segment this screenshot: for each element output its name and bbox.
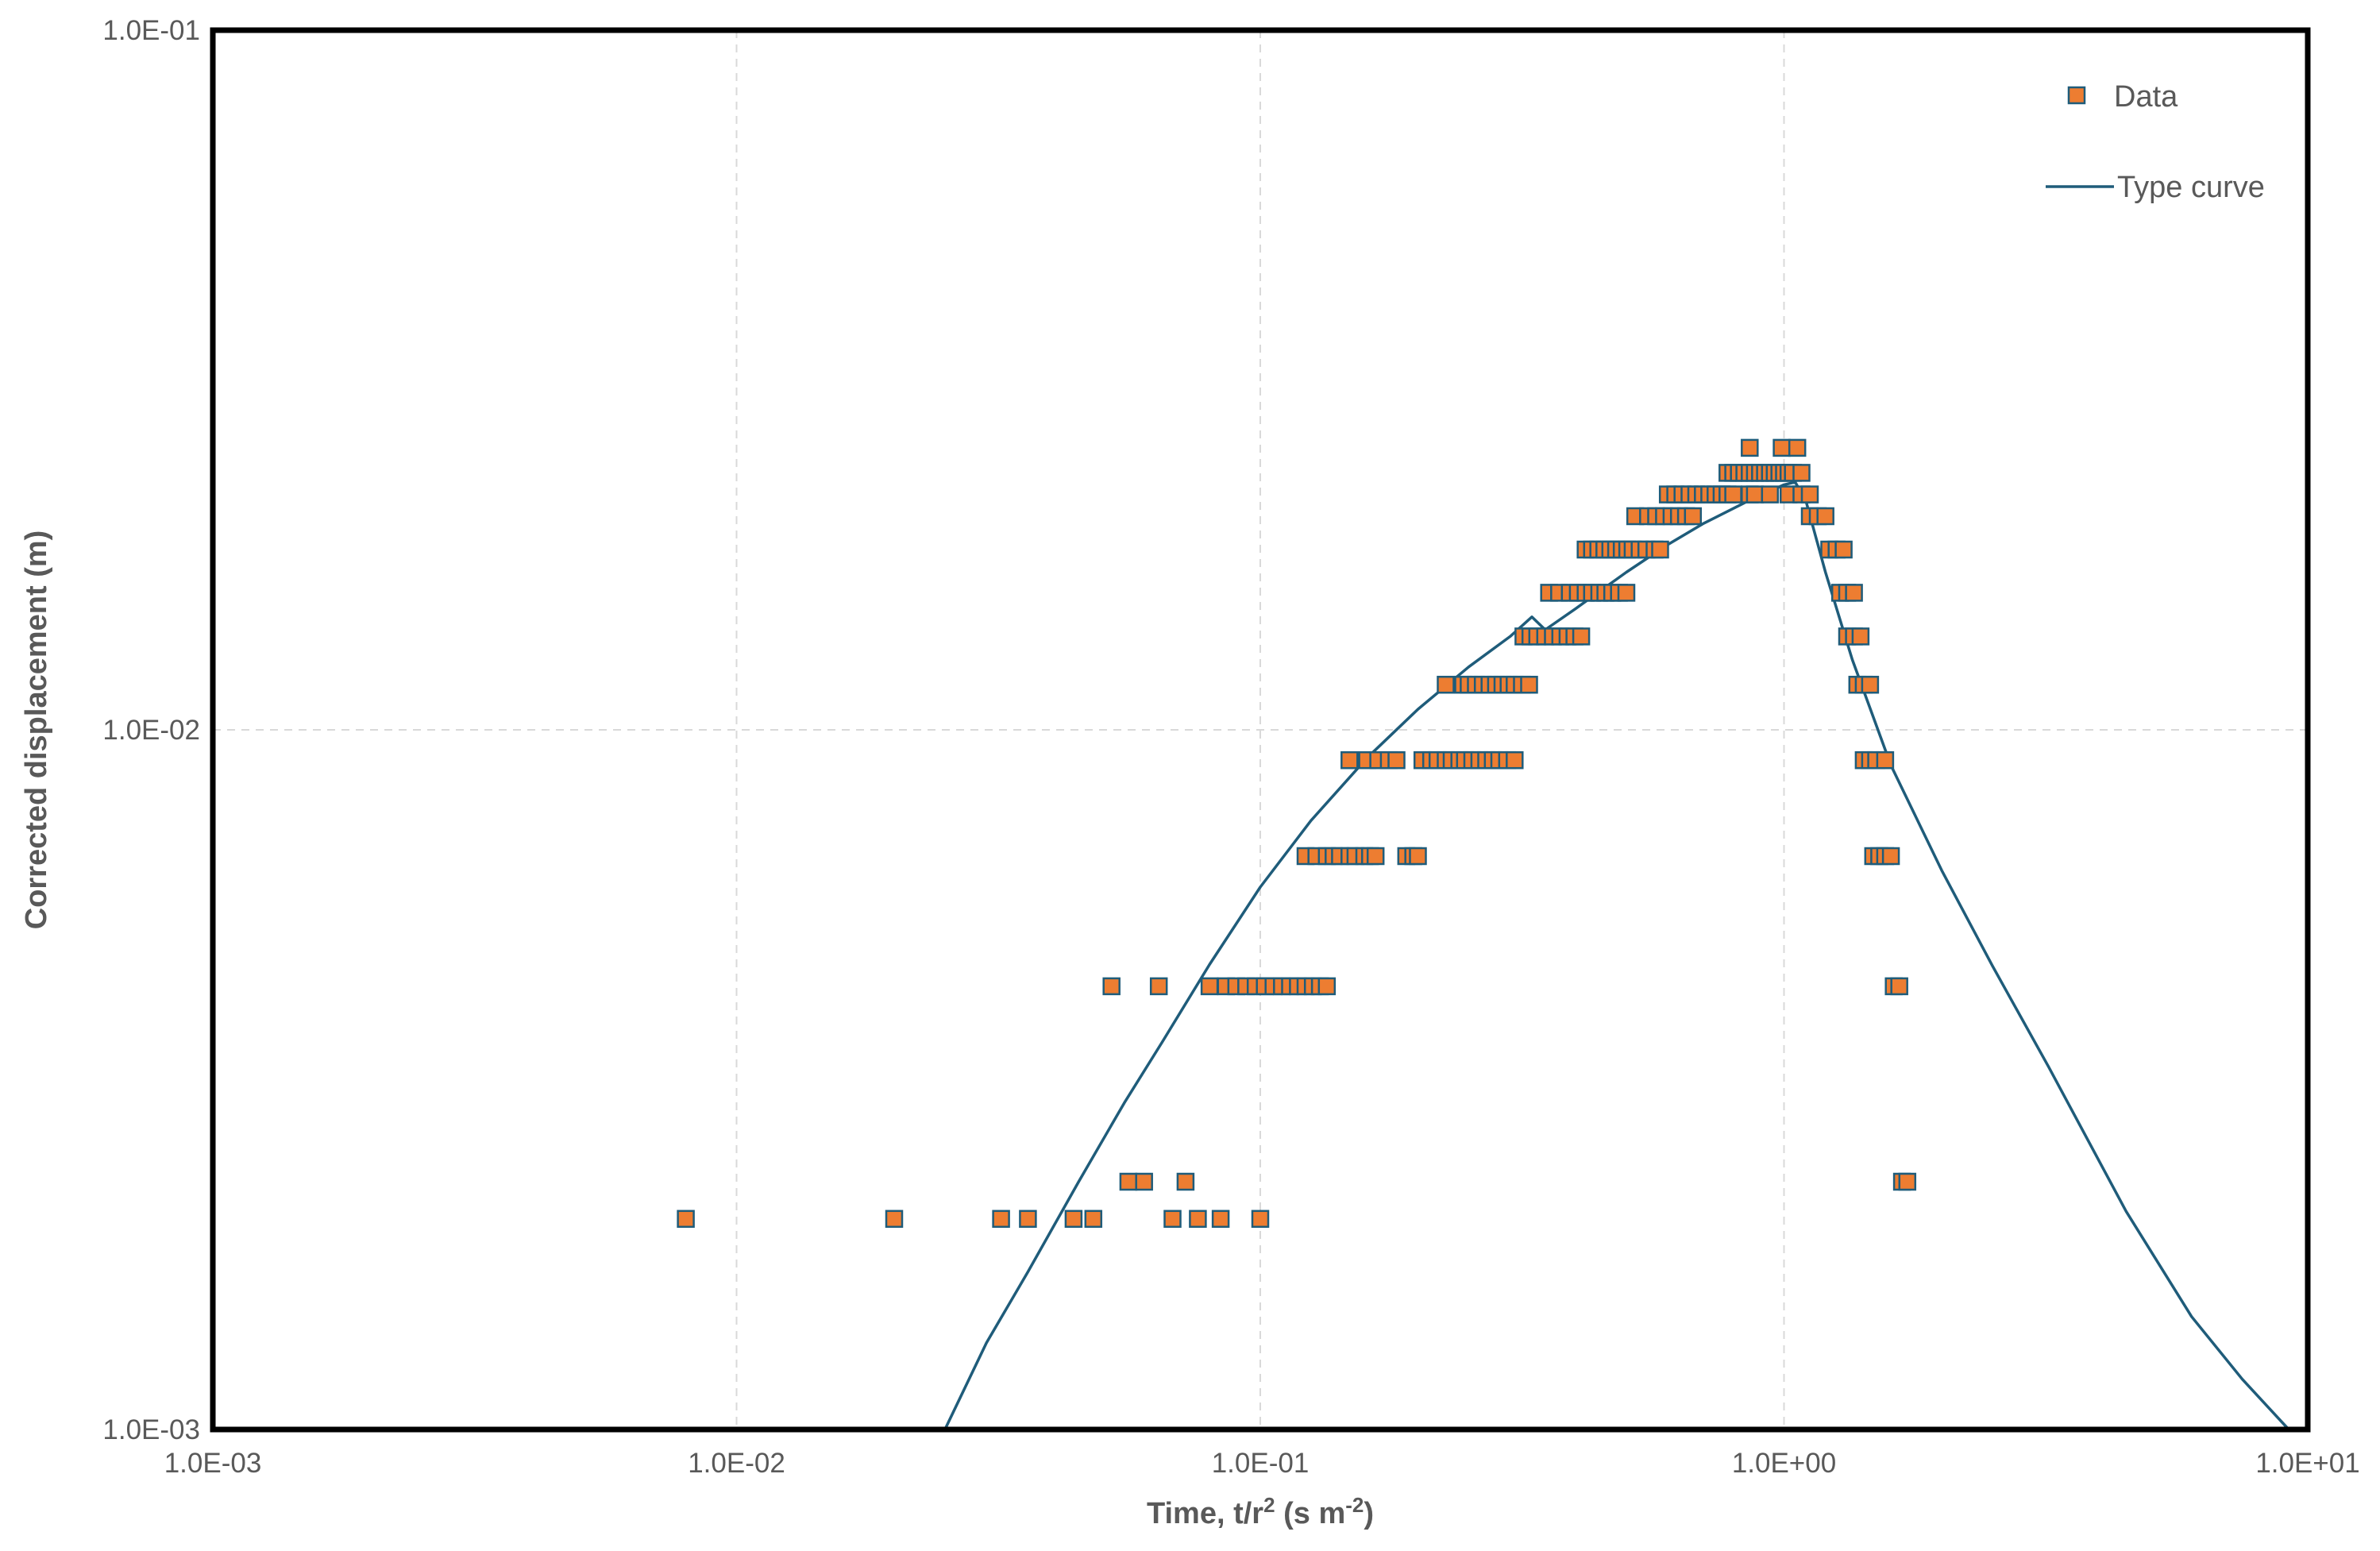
data-point [1366, 847, 1385, 866]
data-point [1761, 485, 1780, 503]
data-point [1409, 847, 1427, 866]
data-point [1834, 540, 1853, 559]
data-point [1437, 675, 1455, 694]
data-point [1387, 750, 1406, 770]
data-point [1851, 627, 1870, 646]
y-axis-title: Corrected displacement (m) [20, 531, 53, 930]
y-tick-label: 1.0E-03 [102, 1414, 200, 1445]
data-point [1135, 1172, 1153, 1191]
data-point [1845, 584, 1863, 602]
type-curve-layer [943, 480, 2290, 1431]
type-curve-line [943, 480, 2290, 1431]
data-point [1881, 847, 1900, 866]
data-point [1745, 485, 1765, 503]
x-tick-label: 1.0E+01 [2255, 1448, 2359, 1479]
y-tick-label: 1.0E-02 [102, 715, 200, 746]
data-point [1119, 1172, 1138, 1191]
data-point [1520, 675, 1538, 694]
x-tick-label: 1.0E-03 [164, 1448, 262, 1479]
data-point [1019, 1210, 1037, 1229]
data-point [1651, 540, 1669, 559]
data-point [1792, 464, 1811, 482]
data-point [1876, 750, 1895, 770]
data-point [1064, 1210, 1083, 1229]
data-point [1800, 485, 1819, 503]
legend-type-curve-label: Type curve [2117, 171, 2265, 204]
data-point [1861, 675, 1880, 694]
data-point [1163, 1210, 1182, 1229]
data-point [1684, 507, 1703, 526]
data-point [1816, 507, 1834, 526]
data-point [1340, 750, 1359, 770]
data-point [1506, 750, 1524, 770]
data-point [1084, 1210, 1103, 1229]
data-point [1898, 1172, 1917, 1191]
x-tick-label: 1.0E+00 [1732, 1448, 1836, 1479]
legend-data-label: Data [2114, 80, 2178, 114]
data-point [1149, 977, 1168, 996]
y-axis-tick-labels: 1.0E-03 1.0E-02 1.0E-01 [102, 15, 200, 1445]
data-point [1102, 977, 1121, 996]
data-point [1189, 1210, 1207, 1229]
data-point [1176, 1172, 1195, 1191]
legend: Data Type curve [2046, 80, 2265, 204]
data-point [677, 1210, 695, 1229]
data-point [1890, 977, 1908, 996]
data-markers-layer [677, 438, 1917, 1229]
data-point [1211, 1210, 1230, 1229]
x-axis-tick-labels: 1.0E-03 1.0E-02 1.0E-01 1.0E+00 1.0E+01 [164, 1448, 2360, 1479]
data-point [1572, 627, 1591, 646]
legend-data-marker [2067, 86, 2086, 105]
data-point [1251, 1210, 1270, 1229]
data-point [1317, 977, 1337, 996]
data-point [1724, 485, 1742, 503]
data-point [1788, 438, 1807, 457]
plot-frame [210, 27, 2311, 1433]
data-point [885, 1210, 904, 1229]
data-point [1617, 584, 1636, 602]
data-point [1741, 438, 1759, 457]
x-tick-label: 1.0E-02 [688, 1448, 785, 1479]
y-tick-label: 1.0E-01 [102, 15, 200, 46]
x-tick-label: 1.0E-01 [1212, 1448, 1310, 1479]
data-point [1772, 438, 1791, 457]
x-axis-title: Time, t/r2 (s m-2) [1147, 1493, 1374, 1530]
data-point [1200, 977, 1219, 996]
data-point [992, 1210, 1010, 1229]
